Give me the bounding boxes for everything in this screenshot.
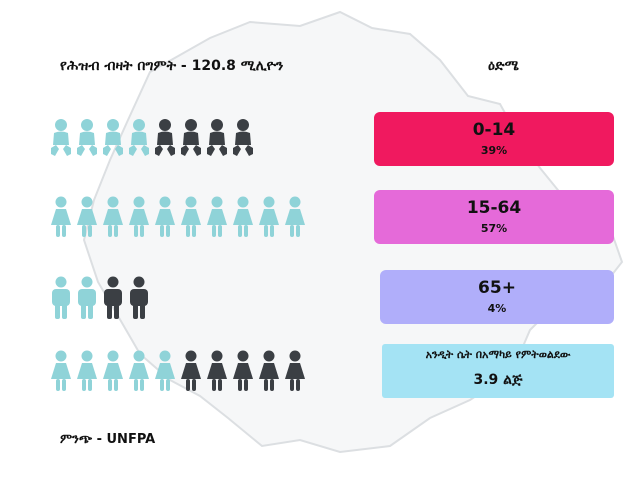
baby-icon [207, 119, 227, 156]
population-title: የሕዝብ ብዛት በግምት - 120.8 ሚሊዮን [60, 58, 284, 74]
woman-icon [181, 196, 201, 237]
woman-icon [181, 350, 201, 391]
woman-icon [103, 350, 123, 391]
fertility-label: አንዲት ሴት በአማካይ የምትወልደው [425, 348, 571, 361]
baby-icon [181, 119, 201, 156]
woman-icon [259, 350, 279, 391]
age-box-65-plus: 65+ 4% [380, 270, 614, 324]
baby-icon [103, 119, 123, 156]
woman-icon [77, 350, 97, 391]
man-icon [52, 276, 70, 319]
fertility-value: 3.9 ልጅ [473, 372, 523, 388]
woman-icon [51, 350, 71, 391]
woman-icon [207, 196, 227, 237]
woman-icon [233, 350, 253, 391]
age-box-15-64: 15-64 57% [374, 190, 614, 244]
man-icon [104, 276, 122, 319]
age-percent-15-64: 57% [480, 222, 508, 235]
woman-icon [129, 350, 149, 391]
fertility-box: አንዲት ሴት በአማካይ የምትወልደው 3.9 ልጅ [382, 344, 614, 398]
baby-icon [77, 119, 97, 156]
icon-row-15-64 [50, 196, 310, 238]
man-icon [78, 276, 96, 319]
woman-icon [77, 196, 97, 237]
man-icon [130, 276, 148, 319]
baby-icon [51, 119, 71, 156]
woman-icon [207, 350, 227, 391]
woman-icon [259, 196, 279, 237]
icon-row-fertility [50, 350, 310, 392]
age-percent-65-plus: 4% [487, 302, 507, 315]
woman-icon [285, 196, 305, 237]
baby-icon [155, 119, 175, 156]
baby-icon [129, 119, 149, 156]
woman-icon [129, 196, 149, 237]
baby-icon [233, 119, 253, 156]
age-title: ዕድሜ [488, 58, 519, 74]
icon-row-65-plus [50, 276, 154, 320]
woman-icon [285, 350, 305, 391]
woman-icon [233, 196, 253, 237]
source-note: ምንጭ - UNFPA [60, 432, 156, 447]
age-label-15-64: 15-64 [466, 198, 522, 218]
woman-icon [155, 350, 175, 391]
age-label-0-14: 0-14 [472, 120, 516, 140]
icon-row-0-14 [50, 118, 258, 158]
age-box-0-14: 0-14 39% [374, 112, 614, 166]
woman-icon [103, 196, 123, 237]
age-label-65-plus: 65+ [478, 278, 516, 298]
woman-icon [51, 196, 71, 237]
age-percent-0-14: 39% [480, 144, 508, 157]
woman-icon [155, 196, 175, 237]
